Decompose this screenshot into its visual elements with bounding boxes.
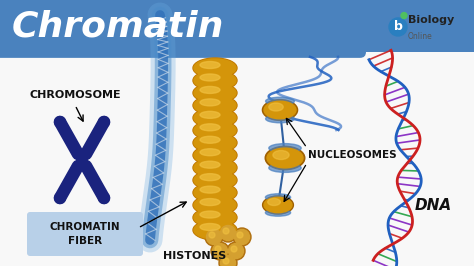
Text: HISTONES: HISTONES	[164, 251, 227, 261]
Ellipse shape	[193, 207, 237, 227]
Ellipse shape	[194, 134, 236, 152]
Ellipse shape	[265, 209, 291, 216]
Ellipse shape	[194, 146, 236, 164]
Ellipse shape	[263, 99, 298, 120]
Circle shape	[227, 242, 245, 260]
Bar	[340, 0, 474, 52]
Ellipse shape	[265, 194, 291, 201]
Circle shape	[220, 256, 236, 266]
Ellipse shape	[273, 151, 289, 160]
Ellipse shape	[194, 121, 236, 139]
Ellipse shape	[194, 171, 236, 189]
Text: Online: Online	[408, 32, 433, 41]
Text: Chromatin: Chromatin	[12, 10, 224, 44]
Ellipse shape	[193, 220, 237, 240]
Ellipse shape	[194, 196, 236, 214]
Ellipse shape	[200, 199, 220, 206]
Ellipse shape	[193, 58, 237, 78]
Ellipse shape	[193, 70, 237, 90]
Text: Biology: Biology	[408, 15, 454, 25]
Circle shape	[235, 230, 249, 244]
Text: b: b	[393, 20, 402, 34]
Ellipse shape	[200, 124, 220, 131]
Circle shape	[219, 254, 237, 266]
Ellipse shape	[193, 145, 237, 165]
Ellipse shape	[264, 101, 296, 119]
Circle shape	[55, 117, 65, 127]
Circle shape	[237, 232, 243, 238]
Text: DNA: DNA	[415, 197, 452, 213]
Circle shape	[389, 18, 407, 36]
Circle shape	[211, 242, 229, 260]
Ellipse shape	[269, 144, 301, 153]
Ellipse shape	[193, 170, 237, 190]
Ellipse shape	[193, 120, 237, 140]
Circle shape	[99, 193, 109, 203]
Ellipse shape	[193, 158, 237, 178]
Circle shape	[215, 246, 221, 252]
Ellipse shape	[200, 86, 220, 93]
Ellipse shape	[193, 95, 237, 115]
Circle shape	[212, 243, 228, 259]
Ellipse shape	[194, 159, 236, 177]
Ellipse shape	[193, 195, 237, 215]
Ellipse shape	[200, 111, 220, 118]
Ellipse shape	[265, 115, 294, 123]
Text: CHROMATIN
FIBER: CHROMATIN FIBER	[50, 222, 120, 246]
Circle shape	[55, 193, 65, 203]
Ellipse shape	[200, 186, 220, 193]
Ellipse shape	[269, 103, 283, 111]
Ellipse shape	[193, 108, 237, 128]
Circle shape	[209, 232, 215, 238]
Text: CHROMOSOME: CHROMOSOME	[30, 90, 122, 100]
Circle shape	[228, 243, 244, 259]
Ellipse shape	[194, 96, 236, 114]
Ellipse shape	[200, 211, 220, 218]
Ellipse shape	[194, 59, 236, 77]
Ellipse shape	[264, 197, 292, 213]
Ellipse shape	[200, 149, 220, 156]
Ellipse shape	[193, 133, 237, 153]
Ellipse shape	[200, 99, 220, 106]
Ellipse shape	[194, 84, 236, 102]
FancyBboxPatch shape	[0, 0, 366, 58]
Circle shape	[219, 224, 237, 242]
Ellipse shape	[200, 136, 220, 143]
Circle shape	[220, 226, 236, 240]
Bar	[0, 52, 474, 266]
Ellipse shape	[265, 97, 294, 105]
Circle shape	[223, 258, 229, 264]
Ellipse shape	[194, 72, 236, 89]
Ellipse shape	[265, 146, 305, 170]
Ellipse shape	[268, 198, 280, 206]
Ellipse shape	[200, 74, 220, 81]
Circle shape	[207, 230, 221, 244]
Ellipse shape	[200, 61, 220, 69]
Circle shape	[231, 246, 237, 252]
Ellipse shape	[193, 83, 237, 103]
Circle shape	[401, 13, 407, 19]
Ellipse shape	[263, 196, 293, 214]
Circle shape	[233, 228, 251, 246]
Ellipse shape	[194, 184, 236, 202]
Text: NUCLEOSOMES: NUCLEOSOMES	[308, 150, 397, 160]
Circle shape	[99, 117, 109, 127]
Ellipse shape	[194, 221, 236, 239]
Ellipse shape	[193, 183, 237, 203]
Ellipse shape	[200, 174, 220, 181]
Ellipse shape	[194, 209, 236, 227]
FancyBboxPatch shape	[27, 212, 143, 256]
Ellipse shape	[200, 161, 220, 168]
Ellipse shape	[269, 163, 301, 172]
Ellipse shape	[200, 223, 220, 231]
Circle shape	[77, 155, 87, 165]
Circle shape	[205, 228, 223, 246]
Ellipse shape	[267, 148, 303, 168]
Ellipse shape	[194, 109, 236, 127]
Circle shape	[223, 228, 229, 234]
